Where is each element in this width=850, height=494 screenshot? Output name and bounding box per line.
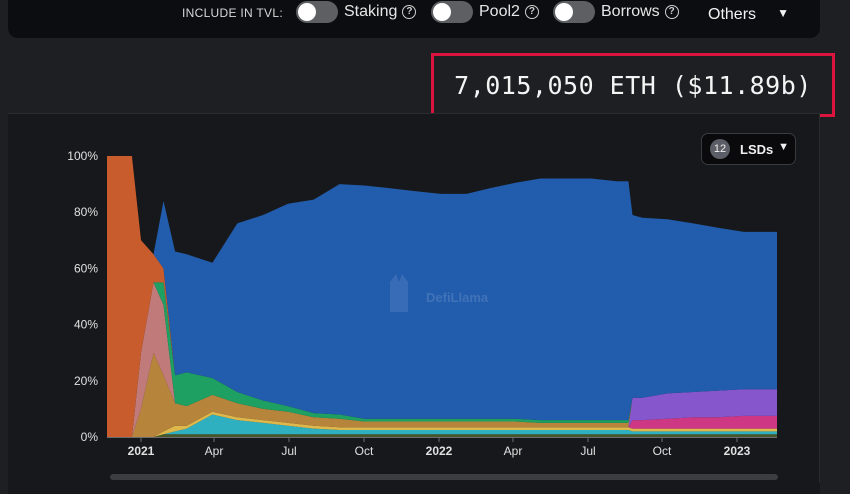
borrows-label: Borrows	[601, 3, 660, 20]
x-tick-label: 2022	[426, 444, 453, 458]
help-icon[interactable]: ?	[402, 5, 417, 19]
y-tick-label: 0%	[81, 430, 99, 444]
lsd-selector-label: LSDs	[740, 141, 774, 157]
total-value-text: 7,015,050 ETH ($11.89b)	[454, 70, 812, 100]
x-tick-label: 2021	[128, 444, 155, 458]
panel-divider	[819, 113, 820, 483]
watermark-text: DefiLlama	[426, 290, 489, 305]
y-tick-label: 20%	[74, 374, 98, 388]
x-tick-label: 2023	[724, 444, 751, 458]
series-area-0	[107, 434, 777, 437]
chart-scrollbar[interactable]	[110, 474, 778, 480]
others-label: Others	[708, 6, 757, 23]
help-icon[interactable]: ?	[664, 5, 679, 19]
pool2-toggle-group[interactable]: Pool2 ?	[431, 0, 539, 24]
series-area-4	[107, 389, 777, 437]
toggle-knob	[433, 3, 451, 21]
series-area-5	[107, 352, 777, 437]
lsd-count-badge: 12	[710, 139, 730, 159]
pool2-label: Pool2	[479, 3, 520, 20]
llama-logo-icon	[390, 274, 408, 312]
series-area-1	[107, 414, 777, 437]
x-tick-label: Oct	[653, 444, 672, 458]
borrows-toggle[interactable]	[553, 1, 595, 23]
series-area-3	[107, 411, 777, 437]
staking-toggle[interactable]	[296, 1, 338, 23]
toggle-knob	[298, 3, 316, 21]
help-icon[interactable]: ?	[524, 5, 539, 19]
pool2-toggle[interactable]	[431, 1, 473, 23]
x-tick-label: Jul	[281, 444, 296, 458]
chevron-down-icon: ▼	[778, 141, 789, 153]
lsd-selector-button[interactable]: 12 LSDs ▼	[701, 133, 796, 165]
chevron-down-icon: ▼	[777, 6, 789, 20]
x-tick-label: Apr	[504, 444, 523, 458]
y-tick-label: 80%	[74, 205, 98, 219]
lsd-dominance-chart: DefiLlama 0% 20% 40% 60% 80% 100% 2021 Apr Jul Oc…	[67, 149, 777, 458]
x-tick-label: Oct	[355, 444, 374, 458]
toggle-knob	[555, 3, 573, 21]
x-tick-label: Jul	[580, 444, 595, 458]
series-area-9	[107, 156, 777, 421]
x-tick-label: Apr	[205, 444, 224, 458]
staking-label: Staking	[344, 3, 398, 20]
include-in-tvl-label: INCLUDE IN TVL:	[182, 6, 283, 20]
borrows-toggle-group[interactable]: Borrows ?	[553, 0, 679, 24]
y-tick-label: 100%	[67, 149, 98, 163]
defillama-watermark: DefiLlama	[390, 274, 489, 312]
y-tick-label: 40%	[74, 318, 98, 332]
y-tick-label: 60%	[74, 261, 98, 275]
staking-toggle-group[interactable]: Staking ?	[296, 0, 417, 24]
others-dropdown-button[interactable]: Others ▼	[694, 0, 801, 30]
